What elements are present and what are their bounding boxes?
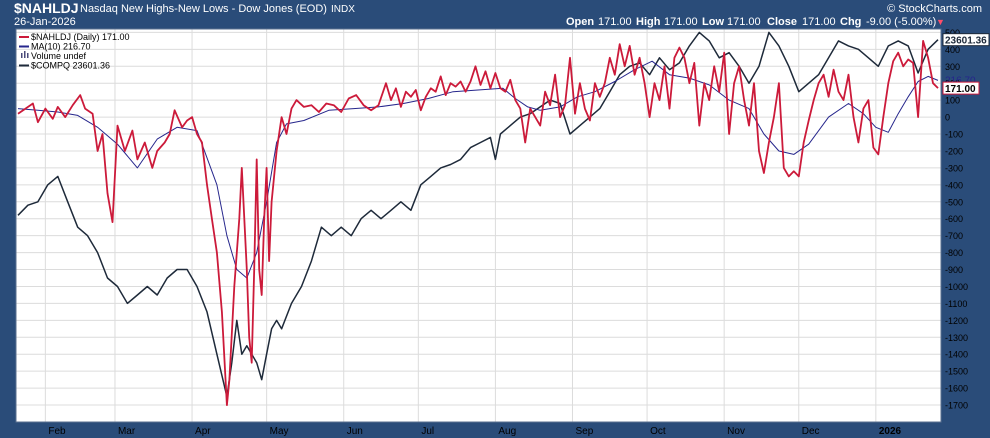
legend-entry: $NAHLDJ (Daily) 171.00 [31,32,130,42]
x-tick-label: Apr [195,426,211,437]
exchange-label: INDX [331,4,355,15]
price-tag-compq: 23601.36 [945,36,987,47]
ohlc-high-value: 171.00 [664,16,698,28]
x-tick-label: Sep [575,426,593,437]
x-tick-label: Aug [498,426,516,437]
x-tick-label: Dec [802,426,820,437]
y-tick-label: -500 [945,197,963,207]
ohlc-chg-label: Chg [840,16,861,28]
ohlc-open-label: Open [566,16,594,28]
y-tick-label: -1100 [945,299,967,309]
symbol-label: $NAHLDJ [14,0,79,16]
x-tick-label: Jul [421,426,434,437]
ohlc-high-label: High [636,16,661,28]
legend-volume-icon [24,51,26,58]
chg-down-arrow-icon: ▼ [936,17,945,27]
x-tick-label: Jun [347,426,363,437]
price-tag-ma10: 216.70 [945,75,976,86]
series-line-nahldj [17,40,939,406]
price-tag-nahldj: 171.00 [945,84,976,95]
y-tick-label: -800 [945,248,963,258]
y-tick-label: -600 [945,214,963,224]
x-tick-label: Feb [48,426,66,437]
plot-area [16,29,941,422]
ohlc-close-label: Close [767,16,797,28]
y-tick-label: 100 [945,96,960,106]
legend-entry: MA(10) 216.70 [31,42,91,52]
y-tick-label: -300 [945,163,963,173]
ohlc-close-value: 171.00 [802,16,836,28]
ohlc-open-value: 171.00 [598,16,632,28]
y-tick-label: -1300 [945,333,968,343]
x-axis: Feb Mar Apr May Jun Jul Aug Sep Oct Nov Dec 2026 [48,426,901,437]
plot-frame [15,28,942,423]
watermark: © StockCharts.com [887,3,982,15]
y-tick-label: -1000 [945,282,968,292]
symbol-description: Nasdaq New Highs-New Lows - Dow Jones (E… [80,3,327,15]
y-tick-label: -1400 [945,350,968,360]
legend-volume-icon [21,53,23,58]
ohlc-low-value: 171.00 [727,16,761,28]
series-layer [17,31,939,406]
price-tag-box [942,33,990,47]
legend-entry: $COMPQ 23601.36 [31,61,110,71]
y-tick-label: 300 [945,62,960,72]
y-tick-label: -1200 [945,316,968,326]
x-tick-label: 2026 [879,426,902,437]
x-tick-label: Nov [727,426,745,437]
x-tick-label: Oct [650,426,666,437]
date-label: 26-Jan-2026 [14,16,76,28]
y-tick-label: -1700 [945,401,968,411]
y-tick-label: 400 [945,45,960,55]
grid-layer [16,29,941,422]
x-tick-label: Mar [118,426,136,437]
price-tag-box [942,81,980,95]
x-tick-label: May [270,426,289,437]
legend-entry: Volume undef [31,51,87,61]
ohlc-low-label: Low [702,16,724,28]
y-tick-label: 0 [945,113,950,123]
y-tick-label: -700 [945,231,963,241]
y-tick-label: 500 [945,28,960,38]
y-tick-label: -100 [945,130,963,140]
y-tick-label: -400 [945,180,963,190]
y-tick-label: -1500 [945,367,968,377]
y-tick-label: -1600 [945,384,968,394]
y-tick-label: -200 [945,146,963,156]
y-tick-label: -900 [945,265,963,275]
legend-volume-icon [27,53,29,58]
ohlc-chg-value: -9.00 (-5.00%) [866,16,936,28]
series-line-compq [17,31,939,398]
y-axis: 5004003002001000-100-200-300-400-500-600… [945,28,968,411]
